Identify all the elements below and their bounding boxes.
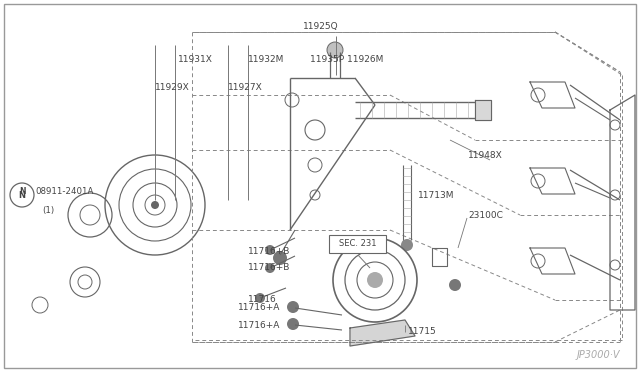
Text: 08911-2401A: 08911-2401A [35, 187, 93, 196]
Text: N: N [19, 190, 26, 199]
Polygon shape [350, 320, 415, 346]
Circle shape [265, 263, 275, 273]
Circle shape [265, 245, 275, 255]
Circle shape [255, 293, 265, 303]
Text: SEC. 231: SEC. 231 [339, 240, 377, 248]
Text: 11716: 11716 [248, 295, 276, 305]
Text: 11931X: 11931X [178, 55, 213, 64]
Circle shape [287, 301, 299, 313]
Text: 11713M: 11713M [418, 190, 454, 199]
Text: 11716+A: 11716+A [238, 321, 280, 330]
Text: 11716+B: 11716+B [248, 263, 291, 273]
Circle shape [367, 272, 383, 288]
Text: 11925Q: 11925Q [303, 22, 339, 32]
Circle shape [401, 239, 413, 251]
Text: 23100C: 23100C [468, 211, 503, 219]
Polygon shape [475, 100, 491, 120]
Text: 11716+B: 11716+B [248, 247, 291, 257]
Text: 11948X: 11948X [468, 151, 503, 160]
Circle shape [287, 318, 299, 330]
Circle shape [327, 42, 343, 58]
Circle shape [151, 201, 159, 209]
Text: 11935P 11926M: 11935P 11926M [310, 55, 383, 64]
Circle shape [449, 279, 461, 291]
Text: 11927X: 11927X [228, 83, 263, 93]
Text: JP3000·V: JP3000·V [577, 350, 620, 360]
Text: 11715: 11715 [408, 327, 436, 337]
Circle shape [273, 251, 287, 265]
Text: (1): (1) [42, 205, 54, 215]
Text: 11716+A: 11716+A [238, 304, 280, 312]
Text: N: N [19, 187, 25, 196]
FancyBboxPatch shape [329, 235, 386, 253]
Text: 11929X: 11929X [155, 83, 189, 93]
Text: 11932M: 11932M [248, 55, 284, 64]
